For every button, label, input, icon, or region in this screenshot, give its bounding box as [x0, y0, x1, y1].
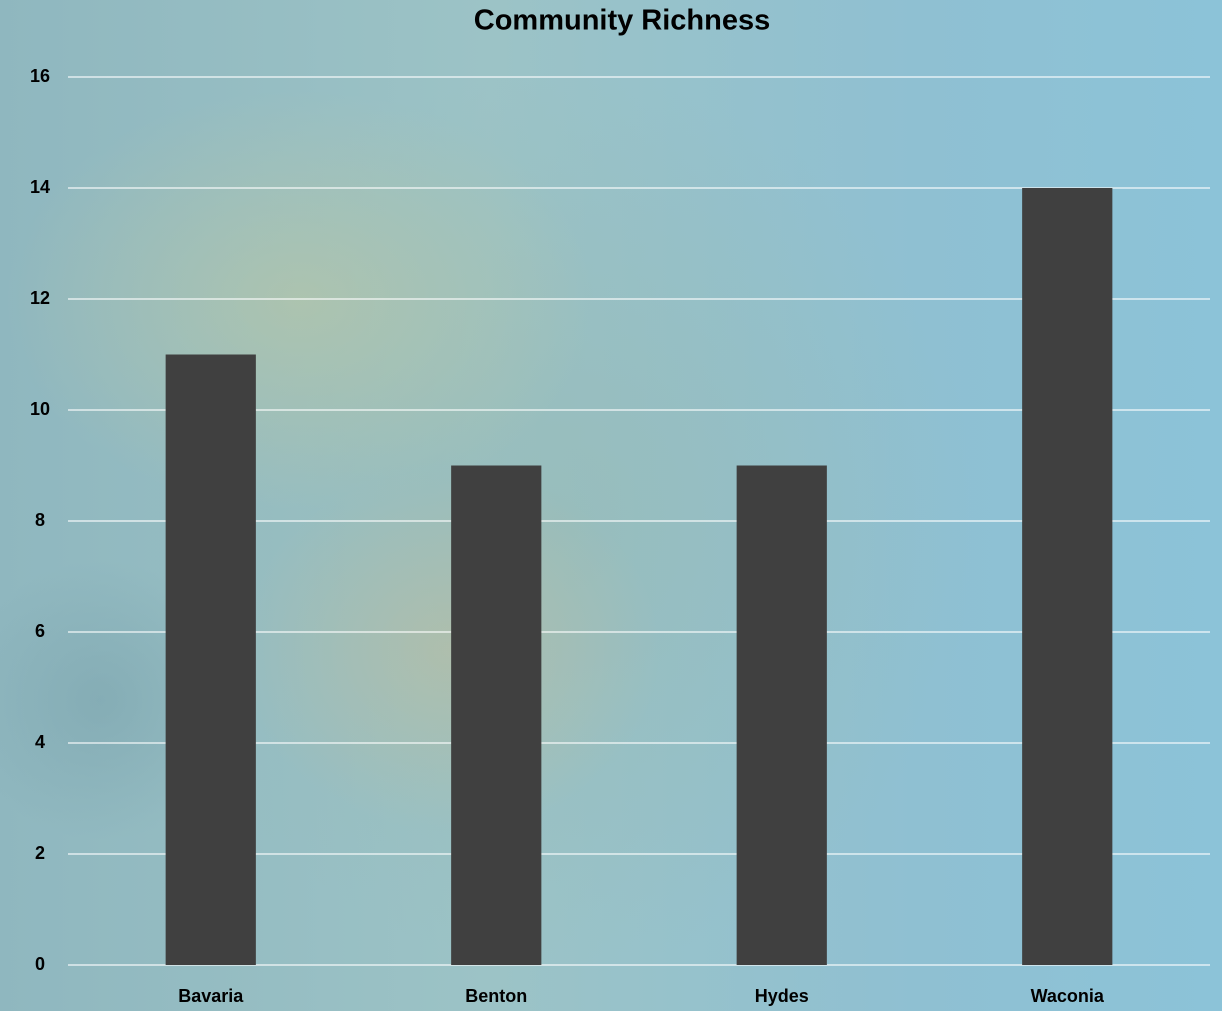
x-tick-label: Benton	[465, 986, 527, 1006]
y-tick-label: 6	[35, 621, 45, 641]
y-tick-label: 14	[30, 177, 50, 197]
bar	[736, 465, 827, 965]
x-tick-label: Hydes	[755, 986, 809, 1006]
y-tick-label: 16	[30, 66, 50, 86]
y-tick-label: 4	[35, 732, 45, 752]
bar	[451, 465, 542, 965]
y-tick-label: 0	[35, 954, 45, 974]
y-tick-label: 8	[35, 510, 45, 530]
bar	[165, 354, 256, 965]
y-tick-label: 2	[35, 843, 45, 863]
x-tick-label: Waconia	[1031, 986, 1105, 1006]
y-tick-label: 12	[30, 288, 50, 308]
x-tick-label: Bavaria	[178, 986, 244, 1006]
chart-title: Community Richness	[474, 5, 771, 37]
y-tick-label: 10	[30, 399, 50, 419]
bar	[1022, 188, 1113, 965]
